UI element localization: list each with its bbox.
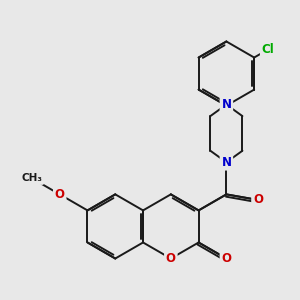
Text: O: O bbox=[166, 252, 176, 265]
Text: O: O bbox=[221, 252, 231, 265]
Text: N: N bbox=[221, 98, 231, 111]
Text: CH₃: CH₃ bbox=[21, 173, 42, 183]
Text: N: N bbox=[221, 156, 231, 169]
Text: N: N bbox=[221, 98, 231, 111]
Text: N: N bbox=[221, 156, 231, 169]
Text: O: O bbox=[55, 188, 65, 201]
Text: O: O bbox=[253, 194, 263, 206]
Text: Cl: Cl bbox=[262, 43, 275, 56]
Text: O: O bbox=[253, 194, 263, 206]
Text: Cl: Cl bbox=[262, 43, 275, 56]
Text: O: O bbox=[55, 188, 65, 201]
Text: CH₃: CH₃ bbox=[21, 173, 42, 183]
Text: O: O bbox=[221, 252, 231, 265]
Text: O: O bbox=[166, 252, 176, 265]
